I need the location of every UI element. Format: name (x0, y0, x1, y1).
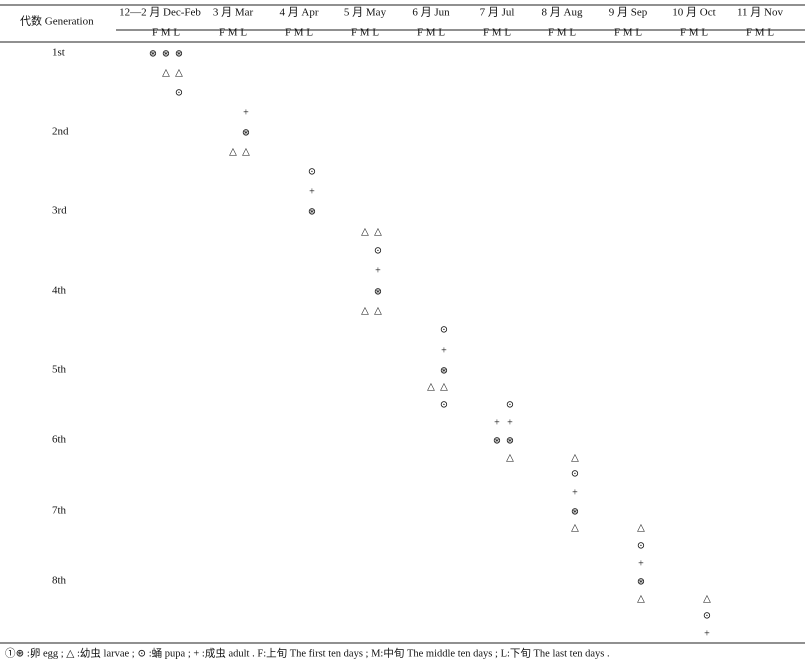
stage-symbol: ⊙ (308, 166, 316, 177)
stage-symbol: ⊛ (175, 48, 183, 59)
month-header: 11 月 Nov (737, 7, 784, 19)
stage-symbol: + (243, 107, 249, 118)
period-header: F M L (285, 27, 313, 39)
stage-symbol: △ (361, 305, 369, 316)
stage-symbol: + (494, 417, 500, 428)
month-header: 12—2 月 Dec-Feb (119, 7, 201, 19)
month-header: 9 月 Sep (609, 7, 648, 19)
stage-symbol: △ (571, 522, 579, 533)
stage-symbol: △ (427, 381, 435, 392)
stage-symbol: ⊙ (440, 399, 448, 410)
stage-symbol: △ (703, 593, 711, 604)
period-header: F M L (351, 27, 379, 39)
stage-symbol: ⊙ (571, 468, 579, 479)
stage-symbol: ⊛ (493, 435, 501, 446)
month-header: 5 月 May (344, 7, 387, 19)
stage-symbol: △ (637, 522, 645, 533)
stage-symbol: + (441, 345, 447, 356)
period-header: F M L (746, 27, 774, 39)
stage-symbol: △ (242, 146, 250, 157)
stage-symbol: △ (361, 226, 369, 237)
stage-symbol: ⊛ (242, 127, 250, 138)
stage-symbol: ⊛ (374, 286, 382, 297)
stage-symbol: + (704, 628, 710, 639)
generation-label: 5th (52, 364, 67, 376)
generation-label: 2nd (52, 126, 69, 138)
stage-symbol: ⊙ (440, 324, 448, 335)
stage-symbol: ⊛ (308, 206, 316, 217)
stage-symbol: ⊙ (703, 610, 711, 621)
month-header: 10 月 Oct (672, 7, 715, 19)
stage-symbol: + (507, 417, 513, 428)
stage-symbol: + (309, 186, 315, 197)
generation-label: 8th (52, 575, 67, 587)
stage-symbol: ⊙ (175, 87, 183, 98)
stage-symbol: ⊙ (637, 540, 645, 551)
period-header: F M L (483, 27, 511, 39)
stage-symbol: △ (229, 146, 237, 157)
period-header: F M L (548, 27, 576, 39)
stage-symbol: △ (175, 67, 183, 78)
stage-symbol: △ (637, 593, 645, 604)
month-header: 3 月 Mar (213, 7, 254, 19)
stage-symbol: △ (571, 452, 579, 463)
month-header: 6 月 Jun (412, 7, 450, 19)
stage-symbol: ⊙ (374, 245, 382, 256)
month-header: 8 月 Aug (542, 7, 583, 19)
stage-symbol: ⊛ (149, 48, 157, 59)
period-header: F M L (614, 27, 642, 39)
stage-symbol: ⊛ (506, 435, 514, 446)
generation-label: 7th (52, 505, 67, 517)
stage-symbol: △ (162, 67, 170, 78)
stage-symbol: △ (374, 305, 382, 316)
stage-symbol: + (572, 487, 578, 498)
stage-symbol: + (375, 265, 381, 276)
period-header: F M L (219, 27, 247, 39)
stage-symbol: △ (506, 452, 514, 463)
month-header: 4 月 Apr (279, 7, 318, 19)
footnote: ①⊛ :卵 egg ; △ :幼虫 larvae ; ⊙ :蛹 pupa ; +… (5, 646, 610, 659)
generation-label: 3rd (52, 205, 67, 217)
period-header: F M L (680, 27, 708, 39)
period-header: F M L (417, 27, 445, 39)
stage-symbol: ⊛ (162, 48, 170, 59)
generation-header: 代数 Generation (20, 15, 94, 28)
generation-label: 4th (52, 285, 67, 297)
generation-label: 1st (52, 47, 65, 59)
stage-symbol: ⊛ (571, 506, 579, 517)
month-header: 7 月 Jul (480, 7, 515, 19)
stage-symbol: ⊛ (440, 365, 448, 376)
stage-symbol: △ (440, 381, 448, 392)
stage-symbol: ⊛ (637, 576, 645, 587)
stage-symbol: + (638, 558, 644, 569)
stage-symbol: △ (374, 226, 382, 237)
period-header: F M L (152, 27, 180, 39)
generation-label: 6th (52, 434, 67, 446)
stage-symbol: ⊙ (506, 399, 514, 410)
